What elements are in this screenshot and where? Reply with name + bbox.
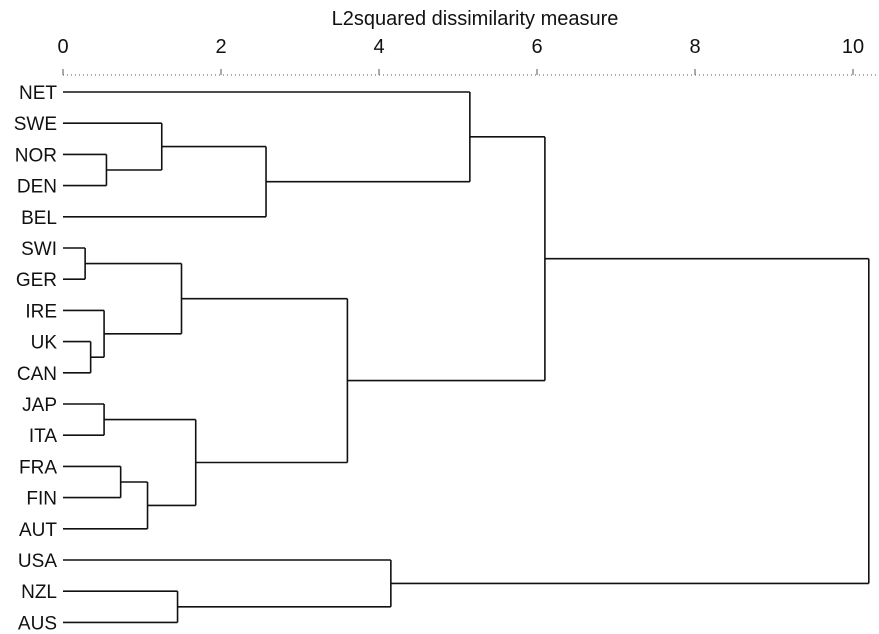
x-tick-label: 8 bbox=[689, 36, 700, 58]
x-tick-label: 10 bbox=[842, 36, 864, 58]
leaf-label-ger: GER bbox=[16, 270, 57, 291]
leaf-label-can: CAN bbox=[17, 364, 57, 385]
dendrogram-links bbox=[63, 91, 870, 624]
leaf-label-den: DEN bbox=[17, 177, 57, 198]
leaf-label-uk: UK bbox=[31, 333, 58, 354]
leaf-label-nzl: NZL bbox=[21, 582, 57, 603]
leaf-label-swi: SWI bbox=[21, 239, 57, 260]
leaf-label-aut: AUT bbox=[19, 520, 57, 541]
x-tick-label: 4 bbox=[373, 36, 384, 58]
x-axis-title: L2squared dissimilarity measure bbox=[332, 8, 619, 30]
leaf-label-jap: JAP bbox=[22, 395, 57, 416]
leaf-label-aus: AUS bbox=[18, 613, 57, 634]
x-tick-label: 0 bbox=[57, 36, 68, 58]
x-axis-ticks: 0 2 4 6 8 10 bbox=[57, 36, 864, 75]
leaf-label-usa: USA bbox=[18, 551, 57, 572]
leaf-label-ita: ITA bbox=[29, 426, 57, 447]
leaf-label-fra: FRA bbox=[19, 457, 57, 478]
leaf-label-nor: NOR bbox=[15, 145, 57, 166]
x-tick-label: 2 bbox=[215, 36, 226, 58]
leaf-labels: NET SWE NOR DEN BEL SWI GER IRE UK CAN JAP ITA FRA FI… bbox=[14, 83, 58, 634]
leaf-label-bel: BEL bbox=[21, 208, 57, 229]
x-tick-label: 6 bbox=[531, 36, 542, 58]
leaf-label-fin: FIN bbox=[26, 489, 57, 510]
leaf-label-ire: IRE bbox=[25, 301, 57, 322]
leaf-label-net: NET bbox=[19, 83, 57, 104]
leaf-label-swe: SWE bbox=[14, 114, 57, 135]
